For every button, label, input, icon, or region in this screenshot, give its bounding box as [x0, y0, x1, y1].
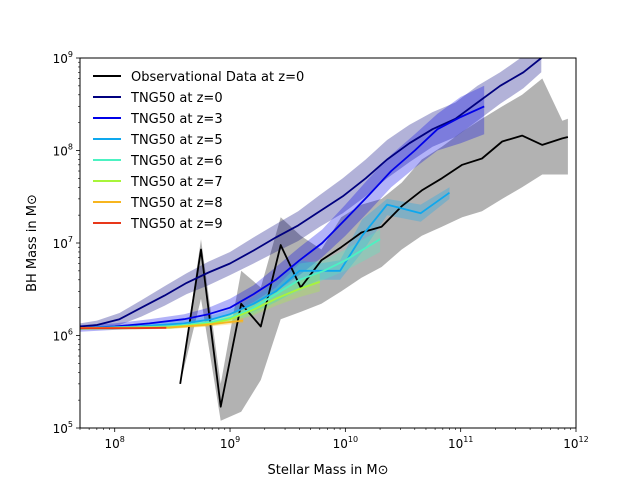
- y-axis-label: BH Mass in M⊙: [25, 194, 40, 292]
- series-line-3: [80, 191, 451, 330]
- legend-label: TNG50 at z=9: [130, 217, 223, 232]
- series-band-1: [80, 58, 542, 330]
- series-band-0: [180, 78, 568, 421]
- x-tick-label: 108: [105, 435, 125, 451]
- legend: Observational Data at z=0 TNG50 at z=0 TNG…: [93, 70, 304, 232]
- legend-label: TNG50 at z=3: [130, 112, 223, 127]
- legend-label: TNG50 at z=0: [130, 91, 223, 106]
- legend-label: TNG50 at z=5: [130, 133, 223, 148]
- series-line-4: [80, 238, 381, 330]
- series-band-6: [80, 317, 244, 330]
- legend-label: Observational Data at z=0: [131, 70, 304, 85]
- series-lines: [80, 58, 569, 408]
- legend-label: TNG50 at z=6: [130, 154, 223, 169]
- legend-label: TNG50 at z=8: [130, 196, 223, 211]
- series-band-4: [80, 229, 381, 330]
- series-band-2: [80, 85, 485, 332]
- series-line-2: [80, 105, 485, 330]
- legend-label: TNG50 at z=7: [130, 175, 223, 190]
- series-line-1: [80, 58, 542, 328]
- x-axis-ticks: 108 109 1010 1011 1012: [79, 428, 589, 451]
- x-tick-label: 109: [220, 435, 240, 451]
- x-axis-label: Stellar Mass in M⊙: [268, 463, 389, 478]
